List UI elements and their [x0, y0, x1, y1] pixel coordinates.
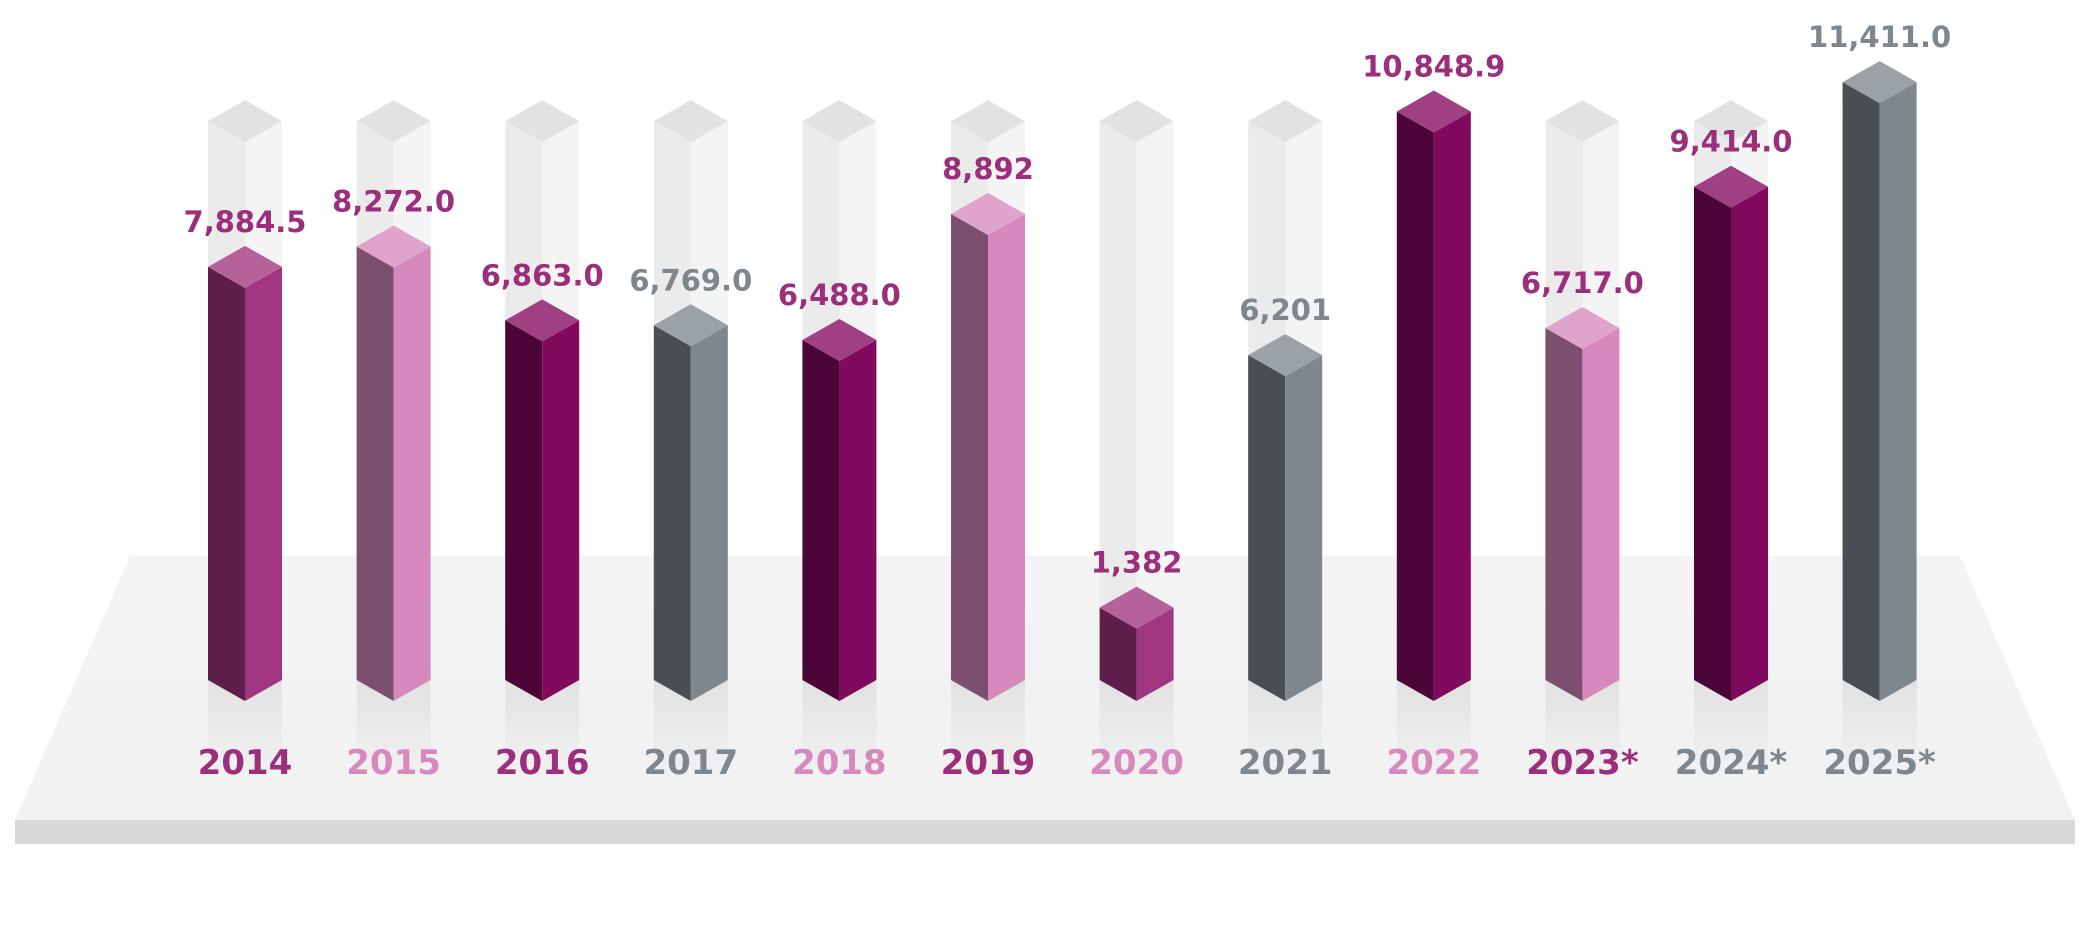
bar-left-face	[208, 266, 245, 701]
data-label: 6,488.0	[778, 278, 901, 312]
bar-top-face	[1694, 165, 1768, 208]
x-tick-label: 2024*	[1675, 743, 1788, 783]
x-tick-label: 2014	[198, 743, 293, 783]
track-right-face	[1136, 121, 1174, 701]
bar-top-face	[653, 304, 728, 347]
track-top-face	[1099, 100, 1174, 143]
x-tick-label: 2025*	[1823, 743, 1936, 783]
data-label: 10,848.9	[1362, 50, 1505, 84]
columns	[208, 61, 1917, 702]
bar-right-face	[245, 266, 282, 701]
data-label: 8,272.0	[332, 185, 455, 219]
bar-top-face	[1396, 90, 1471, 133]
bar	[505, 299, 580, 701]
bar-top-face	[1099, 586, 1174, 629]
bar-left-face	[505, 320, 543, 701]
bar-right-face	[1285, 355, 1323, 701]
data-label: 7,884.5	[184, 205, 307, 239]
bar-right-face	[1879, 82, 1917, 701]
data-label: 9,414.0	[1670, 125, 1793, 159]
data-label: 11,411.0	[1808, 20, 1951, 54]
track-left-face	[1099, 121, 1137, 701]
bar	[1842, 61, 1917, 701]
bar-right-face	[1731, 186, 1768, 701]
track-top-face	[505, 100, 580, 143]
bar-right-face	[1433, 111, 1471, 701]
bar-top-face	[208, 245, 282, 288]
bar-top-face	[951, 193, 1025, 236]
bar-left-face	[1842, 82, 1880, 701]
data-label: 8,892	[942, 152, 1034, 186]
bar-top-face	[1248, 334, 1323, 377]
x-tick-label: 2016	[495, 743, 590, 783]
bar-right-face	[1582, 328, 1620, 701]
column-track	[1099, 100, 1174, 701]
bar	[1396, 90, 1471, 701]
track-top-face	[653, 100, 728, 143]
track-top-face	[208, 100, 282, 143]
x-tick-label: 2017	[643, 743, 738, 783]
bar-left-face	[1694, 186, 1731, 701]
data-label: 6,769.0	[629, 263, 752, 297]
bar-left-face	[1545, 328, 1583, 701]
value-labels: 7,884.5 8,272.0 6,863.0 6,769.0 6,488.0 8,892…	[184, 20, 1952, 580]
bar-top-face	[1545, 307, 1620, 350]
data-label: 6,863.0	[481, 258, 604, 292]
bar	[802, 319, 877, 701]
x-tick-label: 2021	[1238, 743, 1333, 783]
bar	[208, 245, 282, 701]
bar-left-face	[802, 340, 840, 701]
x-tick-label: 2018	[792, 743, 887, 783]
bar	[1545, 307, 1620, 701]
data-label: 1,382	[1091, 546, 1183, 580]
bar-right-face	[690, 325, 728, 701]
x-tick-label: 2023*	[1526, 743, 1639, 783]
bar-left-face	[653, 325, 691, 701]
bar-left-face	[356, 246, 394, 702]
bar	[1099, 586, 1174, 701]
x-tick-label: 2022	[1386, 743, 1481, 783]
bar-left-face	[951, 214, 988, 701]
track-top-face	[951, 100, 1025, 143]
data-label: 6,717.0	[1521, 266, 1644, 300]
track-top-face	[1545, 100, 1620, 143]
track-top-face	[802, 100, 877, 143]
bar-top-face	[1842, 61, 1917, 104]
x-tick-label: 2015	[346, 743, 441, 783]
x-tick-label: 2019	[941, 743, 1036, 783]
bar	[951, 193, 1025, 701]
bar-left-face	[1396, 111, 1434, 701]
bar-left-face	[1099, 607, 1137, 701]
bar-right-face	[393, 246, 431, 702]
data-label: 6,201	[1239, 293, 1331, 327]
bar-top-face	[802, 319, 877, 362]
bar	[356, 225, 431, 702]
bar	[1694, 165, 1768, 701]
x-tick-label: 2020	[1089, 743, 1184, 783]
floor-edge	[15, 820, 2075, 844]
track-top-face	[356, 100, 431, 143]
bar-right-face	[542, 320, 580, 701]
track-top-face	[1694, 100, 1768, 143]
bar-top-face	[505, 299, 580, 342]
bar-right-face	[988, 214, 1025, 701]
bar-right-face	[839, 340, 877, 701]
bar	[653, 304, 728, 701]
track-top-face	[1248, 100, 1323, 143]
category-labels: 2014 2015 2016 2017 2018 2019 2020 2021 2022 2023…	[198, 743, 1936, 783]
bar-left-face	[1248, 355, 1286, 701]
bar-top-face	[356, 225, 431, 268]
bar	[1248, 334, 1323, 701]
bar-right-face	[1136, 607, 1174, 701]
